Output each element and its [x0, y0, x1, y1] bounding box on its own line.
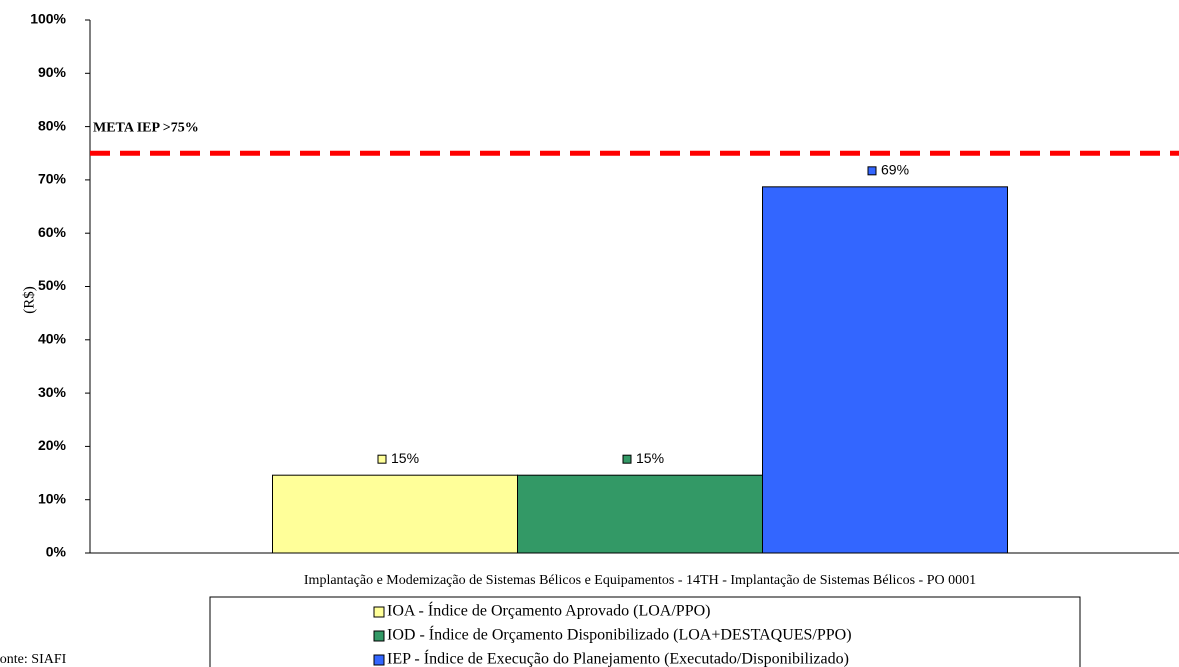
bar [517, 474, 763, 554]
legend-label: IOD - Índice de Orçamento Disponibilizad… [387, 625, 852, 644]
y-tick-label: 10% [38, 490, 67, 506]
legend-swatch [373, 630, 385, 642]
category-label: Implantação e Modemização de Sistemas Bé… [304, 573, 976, 588]
legend-label: IOA - Índice de Orçamento Aprovado (LOA/… [387, 601, 710, 620]
bar [272, 474, 518, 554]
data-label: 15% [636, 450, 664, 466]
data-label: 69% [881, 162, 909, 178]
legend-box [209, 596, 1081, 667]
data-label: 15% [391, 450, 419, 466]
source: Fonte: SIAFI [0, 652, 67, 667]
y-tick-label: 100% [30, 11, 66, 27]
y-tick-label: 50% [38, 277, 67, 293]
y-tick-label: 0% [46, 544, 67, 560]
y-tick-label: 40% [38, 331, 67, 347]
data-label-swatch [867, 166, 877, 176]
reference-label: META IEP >75% [93, 120, 199, 135]
y-tick-label: 90% [38, 64, 67, 80]
y-tick-label: 60% [38, 224, 67, 240]
y-tick-label: 30% [38, 384, 67, 400]
legend-label: IEP - Índice de Execução do Planejamento… [387, 649, 849, 667]
legend-swatch [373, 654, 385, 666]
data-label-swatch [377, 454, 387, 464]
y-tick-label: 80% [38, 117, 67, 133]
bar [762, 186, 1008, 554]
legend-swatch [373, 606, 385, 618]
y-tick-label: 70% [38, 171, 67, 187]
data-label-swatch [622, 454, 632, 464]
y-axis-label: (R$) [21, 286, 37, 314]
y-tick-label: 20% [38, 437, 67, 453]
